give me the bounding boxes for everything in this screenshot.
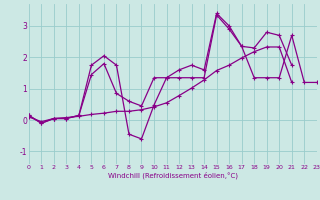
X-axis label: Windchill (Refroidissement éolien,°C): Windchill (Refroidissement éolien,°C) xyxy=(108,172,238,179)
